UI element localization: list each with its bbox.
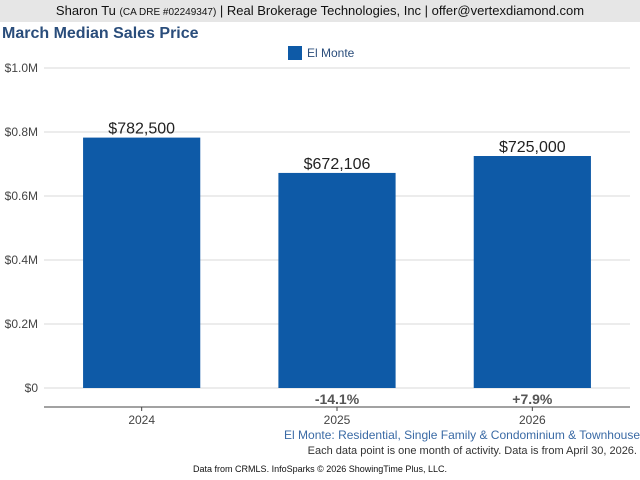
y-tick-label: $0.2M: [5, 317, 38, 331]
bar-value-label: $782,500: [108, 121, 175, 138]
data-note: Each data point is one month of activity…: [307, 445, 637, 457]
data-source: Data from CRMLS. InfoSparks © 2026 Showi…: [193, 464, 447, 474]
brokerage-contact: | Real Brokerage Technologies, Inc | off…: [219, 3, 585, 18]
legend-label-el-monte: El Monte: [307, 46, 355, 60]
y-tick-label: $1.0M: [5, 61, 38, 75]
chart-legend[interactable]: El Monte: [288, 45, 354, 61]
agent-name: Sharon Tu: [55, 3, 116, 18]
x-tick-label: 2024: [128, 413, 155, 427]
series-description: El Monte: Residential, Single Family & C…: [284, 428, 640, 442]
y-tick-label: $0: [25, 381, 39, 395]
bar-2025: [278, 172, 396, 388]
y-tick-label: $0.6M: [5, 189, 38, 203]
legend-swatch-el-monte: [288, 46, 302, 60]
bar-value-label: $672,106: [304, 156, 371, 173]
percent-change-label: +7.9%: [512, 391, 553, 407]
bar-value-label: $725,000: [499, 139, 566, 156]
dre-number: (CA DRE #02249347): [119, 7, 217, 18]
percent-change-label: -14.1%: [315, 391, 360, 407]
x-tick-label: 2025: [324, 413, 351, 427]
bar-2024: [83, 137, 201, 388]
chart-title: March Median Sales Price: [2, 25, 199, 42]
bar-2026: [473, 156, 591, 388]
x-tick-label: 2026: [519, 413, 546, 427]
y-tick-label: $0.8M: [5, 125, 38, 139]
y-tick-label: $0.4M: [5, 253, 38, 267]
agent-header-bar: Sharon Tu (CA DRE #02249347) | Real Brok…: [0, 0, 640, 22]
